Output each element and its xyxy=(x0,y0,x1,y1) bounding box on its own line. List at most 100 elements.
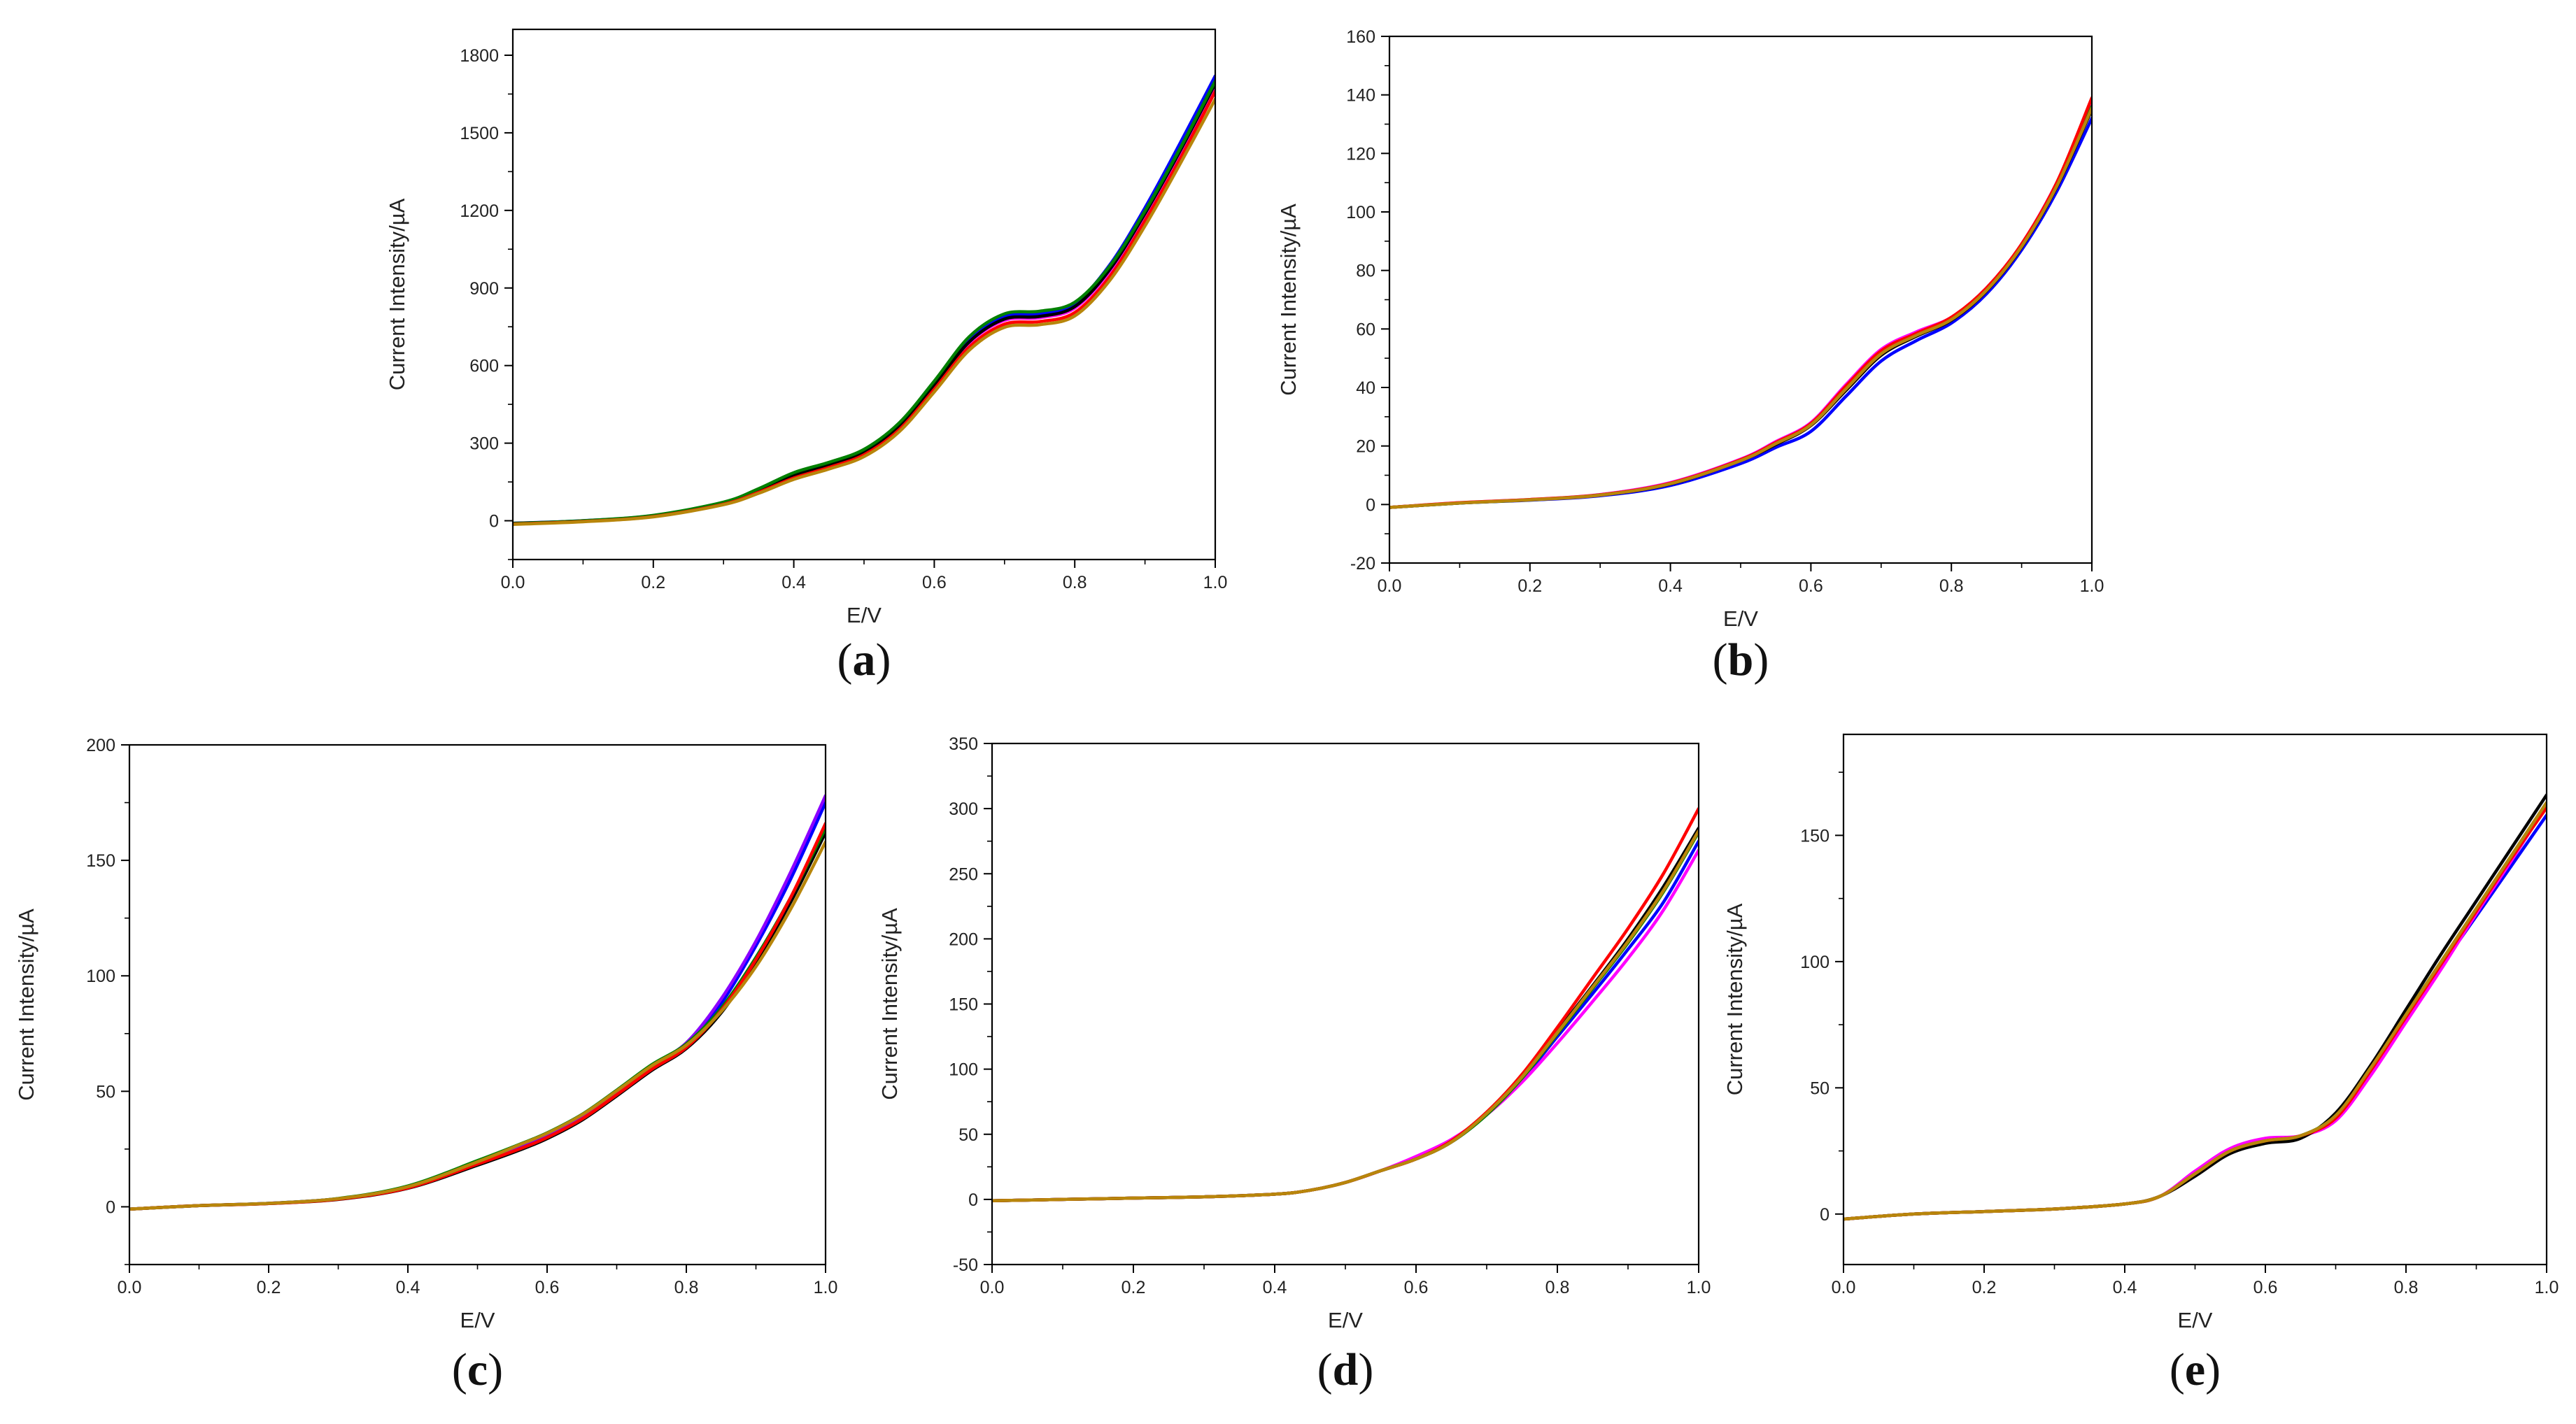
y-tick-label: 0 xyxy=(106,1197,115,1217)
series-line-4 xyxy=(513,79,1215,525)
x-tick-label: 0.2 xyxy=(1121,1278,1146,1297)
x-tick-label: 0.2 xyxy=(641,573,665,592)
x-tick-label: 0.8 xyxy=(1545,1278,1570,1297)
x-tick-label: 0.4 xyxy=(396,1278,420,1297)
x-tick-label: 0.2 xyxy=(1972,1278,1997,1297)
panel-label-open-paren: ( xyxy=(1713,634,1728,685)
panel-label: (c) xyxy=(452,1344,503,1395)
x-tick-label: 0.4 xyxy=(781,573,806,592)
y-tick-label: 100 xyxy=(1346,203,1375,222)
series-group xyxy=(513,74,1215,526)
y-tick-label: -20 xyxy=(1350,554,1375,574)
x-tick-label: 0.6 xyxy=(535,1278,560,1297)
x-tick-label: 0.8 xyxy=(674,1278,699,1297)
panel-label-letter: e xyxy=(2185,1344,2205,1395)
x-axis-title: E/V xyxy=(460,1308,495,1332)
panel-label-open-paren: ( xyxy=(1317,1344,1333,1395)
panel-label-letter: b xyxy=(1728,634,1754,685)
chart-panel-c: 0.0 0.2 0.4 0.6 0.8 1.0 0 50 100 150 200 E/V Current… xyxy=(14,736,837,1395)
y-tick-label: 0 xyxy=(1366,495,1375,515)
chart-panel-a: 0.0 0.2 0.4 0.6 0.8 1.0 0 300 600 900 1200 1500 1800… xyxy=(385,28,1228,685)
x-tick-label: 0.2 xyxy=(257,1278,281,1297)
x-tick-label: 1.0 xyxy=(814,1278,838,1297)
panel-label-open-paren: ( xyxy=(2170,1344,2185,1395)
y-tick-label: 20 xyxy=(1356,437,1375,457)
x-axis-title: E/V xyxy=(2178,1308,2213,1332)
x-tick-label: 0.6 xyxy=(922,573,947,592)
x-tick-label: 0.4 xyxy=(1658,576,1683,596)
x-tick-label: 0.8 xyxy=(1939,576,1964,596)
x-tick-label: 0.8 xyxy=(2394,1278,2419,1297)
panel-label-open-paren: ( xyxy=(452,1344,467,1395)
panel-label: (b) xyxy=(1713,634,1769,685)
panel-label: (a) xyxy=(837,634,891,685)
y-tick-label: 1800 xyxy=(460,46,499,66)
x-tick-label: 0.6 xyxy=(1799,576,1823,596)
y-tick-label: 150 xyxy=(949,995,978,1015)
y-tick-label: 60 xyxy=(1356,320,1375,339)
x-tick-label: 0.0 xyxy=(1378,576,1402,596)
y-tick-label: 80 xyxy=(1356,262,1375,281)
y-axis-title: Current Intensity/µA xyxy=(877,908,902,1100)
y-axis-title: Current Intensity/µA xyxy=(1722,903,1747,1095)
y-tick-label: -50 xyxy=(953,1255,978,1275)
series-group xyxy=(992,806,1699,1202)
y-tick-label: 50 xyxy=(958,1125,978,1145)
y-tick-label: 50 xyxy=(1810,1078,1830,1098)
series-line-6 xyxy=(129,840,826,1211)
y-tick-label: 120 xyxy=(1346,144,1375,164)
chart-panel-b: 0.0 0.2 0.4 0.6 0.8 1.0 -20 0 20 40 60 80 100 120 140 1… xyxy=(1276,27,2104,685)
y-tick-label: 100 xyxy=(86,967,115,986)
panel-label-open-paren: ( xyxy=(837,634,853,685)
x-tick-label: 0.6 xyxy=(2253,1278,2278,1297)
x-tick-label: 1.0 xyxy=(1203,573,1228,592)
panel-label-close-paren: ) xyxy=(488,1344,503,1395)
y-tick-label: 200 xyxy=(86,736,115,755)
y-axis-title: Current Intensity/µA xyxy=(385,198,409,390)
panel-label-letter: d xyxy=(1333,1344,1359,1395)
series-group xyxy=(1843,793,2547,1221)
y-tick-label: 300 xyxy=(469,434,499,454)
series-line-6 xyxy=(992,829,1699,1202)
y-tick-label: 140 xyxy=(1346,86,1375,106)
chart-panel-e: 0.0 0.2 0.4 0.6 0.8 1.0 0 50 100 150 E/V Current In… xyxy=(1722,733,2559,1395)
series-line-6 xyxy=(1389,106,2092,509)
series-group xyxy=(129,794,826,1211)
panel-label-letter: c xyxy=(467,1344,488,1395)
x-tick-label: 1.0 xyxy=(1687,1278,1711,1297)
panel-label-close-paren: ) xyxy=(1753,634,1769,685)
y-tick-label: 250 xyxy=(949,864,978,884)
x-tick-label: 0.0 xyxy=(501,573,525,592)
y-tick-label: 100 xyxy=(949,1060,978,1080)
y-tick-label: 50 xyxy=(96,1082,115,1102)
x-axis-title: E/V xyxy=(1328,1308,1363,1332)
y-tick-label: 40 xyxy=(1356,378,1375,398)
x-axis-title: E/V xyxy=(847,603,882,627)
y-axis-title: Current Intensity/µA xyxy=(1276,204,1301,396)
series-group xyxy=(1389,96,2092,509)
x-tick-label: 0.4 xyxy=(1263,1278,1287,1297)
x-tick-label: 0.0 xyxy=(118,1278,142,1297)
series-line-6 xyxy=(513,97,1215,526)
y-tick-label: 900 xyxy=(469,279,499,299)
y-tick-label: 0 xyxy=(1820,1205,1830,1225)
x-tick-label: 1.0 xyxy=(2080,576,2104,596)
y-tick-label: 600 xyxy=(469,357,499,376)
y-tick-label: 100 xyxy=(1800,953,1830,972)
panel-label-letter: a xyxy=(853,634,876,685)
panel-label-close-paren: ) xyxy=(2205,1344,2221,1395)
y-tick-label: 1500 xyxy=(460,124,499,143)
y-tick-label: 300 xyxy=(949,799,978,819)
x-tick-label: 0.6 xyxy=(1404,1278,1429,1297)
y-tick-label: 350 xyxy=(949,734,978,754)
series-line-6 xyxy=(1843,801,2547,1221)
y-axis-title: Current Intensity/µA xyxy=(14,909,38,1101)
y-tick-label: 0 xyxy=(968,1190,978,1210)
y-tick-label: 150 xyxy=(1800,826,1830,846)
panel-label-close-paren: ) xyxy=(876,634,891,685)
y-tick-label: 1200 xyxy=(460,201,499,221)
panel-label: (e) xyxy=(2170,1344,2221,1395)
y-tick-label: 160 xyxy=(1346,27,1375,47)
